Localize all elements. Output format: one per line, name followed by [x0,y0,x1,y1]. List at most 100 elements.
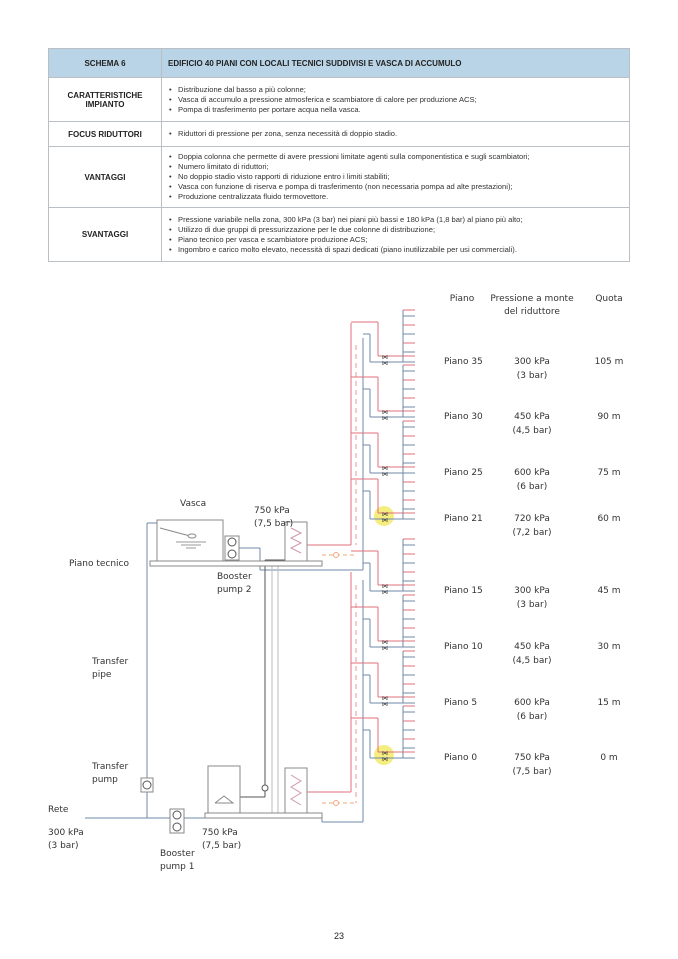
bullet-item: Vasca di accumulo a pressione atmosferic… [169,95,623,105]
label-upper-kpa: 750 kPa [254,506,290,516]
floor-quota: 15 m [597,698,620,708]
valve-icon: ⋈ [382,750,388,757]
floor-quota: 105 m [595,357,624,367]
pump-icon [227,537,237,547]
bullet-item: No doppio stadio visto rapporti di riduz… [169,172,623,182]
valve-icon: ⋈ [382,409,388,416]
valve-icon: ⋈ [382,471,388,478]
valve-icon: ⋈ [382,360,388,367]
label-lower-kpa: 750 kPa [202,828,238,838]
bullet-item: Distribuzione dal basso a più colonne; [169,85,623,95]
floor-pressure-kpa: 750 kPa [514,753,550,763]
col-header-pressione-2: del riduttore [504,307,560,317]
upper-heat-exchanger [284,521,308,562]
valve-icon: ⋈ [382,517,388,524]
highlight-marker [374,506,394,526]
burner-icon [214,795,235,804]
bullet-item: Numero limitato di riduttori; [169,162,623,172]
highlight-marker [374,745,394,765]
bullet-item: Pompa di trasferimento per portare acqua… [169,105,623,115]
label-booster2: Booster [217,572,252,582]
valve-icon: ⋈ [382,589,388,596]
floor-pressure-bar: (6 bar) [517,482,548,492]
valve-icon: ⋈ [382,695,388,702]
floor-name: Piano 5 [444,698,477,708]
valve-icon: ⋈ [382,583,388,590]
floor-pressure-kpa: 300 kPa [514,357,550,367]
boiler [207,765,241,814]
table-row: FOCUS RIDUTTORI Riduttori di pressione pe… [48,121,630,147]
bullet-list: Doppia colonna che permette di avere pre… [168,149,623,205]
floor-pressure-bar: (6 bar) [517,712,548,722]
bullet-item: Ingombro e carico molto elevato, necessi… [169,245,623,255]
pump-icon [172,810,182,820]
table-row: CARATTERISTICHE IMPIANTODistribuzione da… [48,77,630,122]
scheme-title: EDIFICIO 40 PIANI CON LOCALI TECNICI SUD… [161,48,630,78]
floor-pressure-kpa: 600 kPa [514,698,550,708]
label-transfer-pipe: Transfer [91,657,128,667]
label-transfer-pipe: pipe [92,670,112,680]
coil-icon [289,527,303,554]
bullet-item: Vasca con funzione di riserva e pompa di… [169,182,623,192]
page-number: 23 [333,931,344,941]
floor-pressure-kpa: 450 kPa [514,412,550,422]
row-label: SVANTAGGI [48,207,162,262]
floor-name: Piano 35 [444,357,483,367]
bullet-item: Piano tecnico per vasca e scambiatore pr… [169,235,623,245]
floor-pressure-bar: (4,5 bar) [512,426,551,436]
col-header-pressione-1: Pressione a monte [490,294,574,304]
valve-icon: ⋈ [382,701,388,708]
row-content: Doppia colonna che permette di avere pre… [161,146,630,208]
label-rete: Rete [48,805,69,815]
floor-pressure-bar: (4,5 bar) [512,656,551,666]
valve-icon: ⋈ [382,511,388,518]
table-row: SVANTAGGI Pressione variabile nella zona,… [48,207,630,262]
floor-pressure-bar: (7,5 bar) [512,767,551,777]
scheme-label: SCHEMA 6 [48,48,162,78]
bullet-list: Distribuzione dal basso a più colonne;Va… [168,82,623,118]
bullet-list: Riduttori di pressione per zona, senza n… [168,126,623,142]
recirc-pump-icon [333,800,339,806]
pump-icon [172,822,182,832]
label-booster1: Booster [160,849,195,859]
floor-quota: 0 m [600,753,617,763]
valve-icon: ⋈ [382,415,388,422]
valve-icon: ⋈ [382,354,388,361]
floor-quota: 30 m [597,642,620,652]
float-icon [187,533,197,539]
floor-quota: 75 m [597,468,620,478]
row-content: Distribuzione dal basso a più colonne;Va… [161,77,630,122]
floor-name: Piano 30 [444,412,483,422]
table-header-row: SCHEMA 6 EDIFICIO 40 PIANI CON LOCALI TE… [48,48,630,78]
label-lower-bar: (7,5 bar) [202,841,241,851]
table-row: VANTAGGI Doppia colonna che permette di a… [48,146,630,208]
valve-icon: ⋈ [382,645,388,652]
lower-platform [204,812,323,819]
floor-quota: 60 m [597,514,620,524]
floor-pressure-kpa: 600 kPa [514,468,550,478]
floor-pressure-kpa: 720 kPa [514,514,550,524]
bullet-item: Riduttori di pressione per zona, senza n… [169,129,623,139]
scheme-table: SCHEMA 6 EDIFICIO 40 PIANI CON LOCALI TE… [48,48,630,262]
circulator-icon [261,784,269,792]
row-label: VANTAGGI [48,146,162,208]
label-transfer-pump: Transfer [91,762,128,772]
label-vasca: Vasca [180,499,206,509]
plumbing-diagram: ⋈⋈⋈⋈⋈⋈⋈⋈⋈⋈⋈⋈⋈⋈⋈⋈ Piano Pressione a monte… [48,294,624,872]
floor-name: Piano 0 [444,753,477,763]
floor-pressure-kpa: 300 kPa [514,586,550,596]
row-content: Riduttori di pressione per zona, senza n… [161,121,630,147]
col-header-quota: Quota [595,294,622,304]
valve-icon: ⋈ [382,756,388,763]
recirc-pump-icon [333,552,339,558]
bullet-item: Doppia colonna che permette di avere pre… [169,152,623,162]
floor-name: Piano 15 [444,586,483,596]
bullet-list: Pressione variabile nella zona, 300 kPa … [168,212,623,258]
floor-pressure-bar: (3 bar) [517,600,548,610]
row-label: FOCUS RIDUTTORI [48,121,162,147]
pump-icon [142,780,152,790]
label-upper-bar: (7,5 bar) [254,519,293,529]
label-piano-tecnico: Piano tecnico [69,559,129,569]
floor-pressure-kpa: 450 kPa [514,642,550,652]
floor-name: Piano 21 [444,514,483,524]
